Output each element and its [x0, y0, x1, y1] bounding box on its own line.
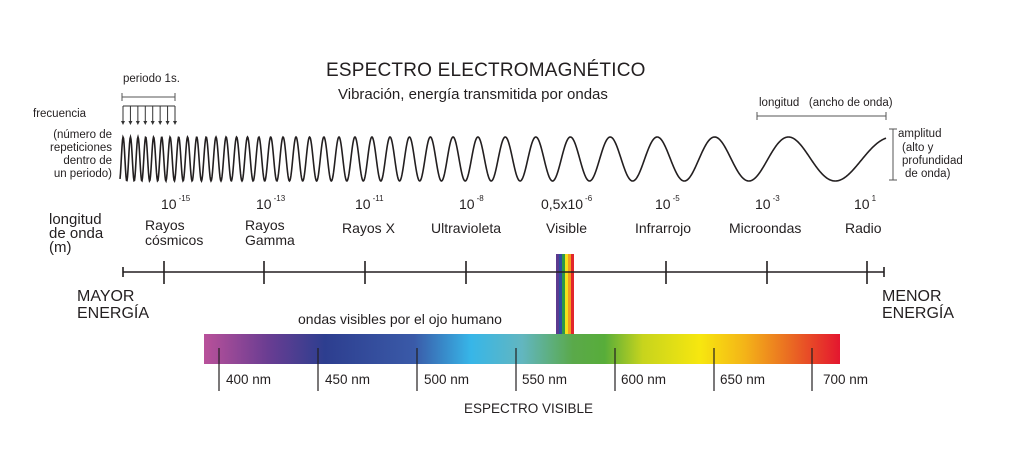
band-exponent: 10 -5: [655, 194, 680, 212]
band-name-gamma-rays: Rayos Gamma: [245, 217, 295, 248]
nm-label: 600 nm: [621, 372, 667, 387]
band-name-microwaves: Microondas: [729, 220, 802, 236]
amplitude-bracket: [889, 128, 897, 181]
nm-label: 650 nm: [720, 372, 766, 387]
band-name-x-rays: Rayos X: [342, 220, 395, 236]
band-exponent: 10 -13: [256, 194, 286, 212]
nm-label: 500 nm: [424, 372, 470, 387]
frequency-note: (número de repeticiones dentro de un per…: [49, 129, 112, 180]
page-title: ESPECTRO ELECTROMAGNÉTICO: [326, 60, 646, 81]
frequency-arrows-icon: [121, 105, 177, 125]
amplitude-note: (alto y profundidad de onda): [902, 142, 963, 180]
period-label: periodo 1s.: [123, 73, 180, 85]
wavelength-label: longitud (ancho de onda): [759, 97, 893, 109]
visible-spectrum-band: [204, 334, 840, 364]
nm-ticks: [218, 348, 813, 391]
rainbow-bar: [556, 254, 574, 334]
visible-caption: ondas visibles por el ojo humano: [298, 311, 502, 327]
nm-label: 550 nm: [522, 372, 568, 387]
band-exponent: 0,5x10 -6: [541, 194, 593, 212]
wavelength-bracket: [756, 112, 887, 120]
higher-energy-label: MAYOR ENERGÍA: [77, 288, 150, 322]
band-exponent: 10 1: [854, 194, 877, 212]
band-name-infrared: Infrarrojo: [635, 220, 692, 236]
band-exponent: 10 -8: [459, 194, 484, 212]
band-name-radio: Radio: [845, 220, 882, 236]
lower-energy-label: MENOR ENERGÍA: [882, 288, 955, 322]
page-subtitle: Vibración, energía transmitida por ondas: [338, 86, 608, 103]
frequency-label: frecuencia: [33, 108, 87, 120]
band-name-cosmic-rays: Rayos cósmicos: [145, 217, 204, 248]
band-exponent: 10 -3: [755, 194, 780, 212]
band-exponent: 10 -15: [161, 194, 191, 212]
band-name-visible: Visible: [546, 220, 587, 236]
nm-label: 700 nm: [823, 372, 869, 387]
amplitude-label: amplitud: [898, 128, 942, 140]
wavelength-axis: [122, 261, 885, 284]
wave-line: [119, 133, 887, 184]
nm-label: 400 nm: [226, 372, 272, 387]
visible-spectrum-title: ESPECTRO VISIBLE: [464, 401, 594, 416]
band-name-ultraviolet: Ultravioleta: [431, 220, 502, 236]
band-exponent: 10 -11: [355, 194, 384, 212]
period-bracket: [121, 93, 176, 101]
axis-label: longitud de onda (m): [49, 211, 104, 256]
nm-label: 450 nm: [325, 372, 371, 387]
